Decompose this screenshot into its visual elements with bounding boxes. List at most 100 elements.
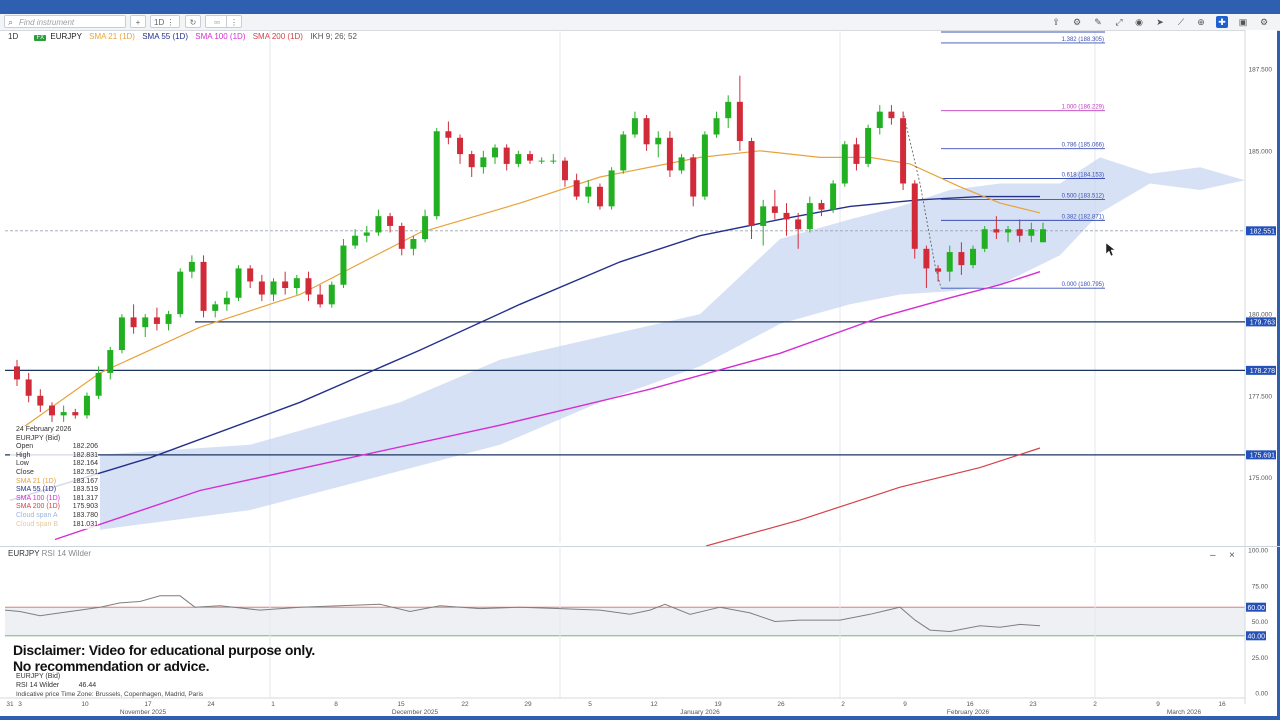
- x-day-tick: 22: [461, 701, 469, 708]
- candle: [958, 242, 965, 275]
- candle: [1016, 219, 1023, 243]
- info-label: SMA 21 (1D): [16, 477, 57, 485]
- candle: [736, 75, 743, 151]
- candle-body: [387, 216, 394, 226]
- more-icon: ⋮: [230, 18, 238, 27]
- candle: [492, 144, 499, 164]
- minimize-icon[interactable]: –: [1210, 550, 1216, 561]
- candle-body: [841, 144, 848, 184]
- candle-body: [935, 268, 942, 272]
- eye-icon[interactable]: ◉: [1135, 17, 1143, 27]
- candle-body: [118, 317, 125, 351]
- candle-body: [25, 379, 32, 396]
- legend-symbol[interactable]: EURJPY: [50, 32, 82, 41]
- x-day-tick: 29: [524, 701, 532, 708]
- candle-body: [760, 206, 767, 226]
- legend-sma21[interactable]: SMA 21 (1D): [89, 32, 135, 41]
- rsi-info-value: 46.44: [78, 682, 97, 689]
- legend-sma100[interactable]: SMA 100 (1D): [195, 32, 246, 41]
- x-month-label: January 2026: [680, 709, 720, 716]
- x-day-tick: 31: [6, 701, 14, 708]
- candle: [771, 190, 778, 220]
- candle-body: [352, 235, 359, 246]
- more-button[interactable]: ⋮: [226, 15, 242, 28]
- rsi-level-label: 40.00: [1247, 634, 1265, 641]
- candle: [398, 222, 405, 256]
- draw-icon[interactable]: ✎: [1094, 17, 1102, 27]
- fib-level-label: 0.786 (185.066): [1062, 143, 1104, 149]
- indicators-icon[interactable]: ⚙: [1072, 17, 1082, 27]
- rsi-band: [5, 607, 1245, 636]
- candle-body: [550, 160, 557, 162]
- candle-body: [282, 281, 289, 288]
- fx-badge: FX: [34, 35, 47, 41]
- rsi-y-tick-label: 25.00: [1252, 655, 1269, 662]
- legend-timeframe: 1D: [8, 32, 19, 41]
- search-icon: ⌕: [8, 17, 14, 27]
- settings-icon[interactable]: ⚙: [1259, 17, 1269, 27]
- candle-body: [596, 186, 603, 207]
- candle-body: [14, 366, 20, 380]
- share-icon[interactable]: ⇪: [1052, 17, 1060, 27]
- candle-body: [900, 118, 907, 184]
- x-day-tick: 5: [588, 701, 592, 708]
- fib-level-label: 1.382 (188.305): [1062, 37, 1104, 43]
- y-tick-label: 177.500: [1249, 393, 1273, 400]
- candle-body: [608, 170, 615, 207]
- add-instrument-button[interactable]: +: [130, 15, 146, 28]
- x-day-tick: 16: [966, 701, 974, 708]
- legend-sma200[interactable]: SMA 200 (1D): [252, 32, 303, 41]
- candle-body: [865, 127, 872, 164]
- candle-body: [631, 118, 638, 135]
- candle-body: [853, 144, 860, 164]
- candle: [1040, 222, 1046, 243]
- x-day-tick: 3: [18, 701, 22, 708]
- legend-ichimoku[interactable]: IKH 9; 26; 52: [310, 32, 357, 41]
- candle: [200, 255, 207, 318]
- last-price-label-bg: [1246, 226, 1276, 236]
- timezone-note: Indicative price Time Zone: Brussels, Co…: [16, 691, 204, 698]
- candle-body: [643, 118, 650, 145]
- close-icon[interactable]: ×: [1229, 550, 1235, 561]
- expand-icon[interactable]: ⤢: [1115, 17, 1123, 27]
- info-row: SMA 200 (1D) 175.903: [10, 503, 98, 512]
- candle: [25, 372, 32, 403]
- cursor-icon[interactable]: ➤: [1156, 17, 1164, 27]
- candle: [748, 137, 755, 240]
- rsi-y-tick-label: 75.00: [1252, 583, 1269, 590]
- candle-body: [130, 317, 137, 328]
- rsi-level-label-bg: [1246, 602, 1266, 612]
- candle-body: [95, 372, 102, 396]
- info-value: 182.164: [72, 460, 98, 468]
- candle: [130, 304, 137, 334]
- candle-body: [270, 281, 277, 295]
- legend-sma55[interactable]: SMA 55 (1D): [142, 32, 188, 41]
- fib-level-label: 0.382 (182.871): [1062, 214, 1104, 220]
- price-chart[interactable]: 179.763 178.278 175.691 1.382 (188.305) 1.00…: [0, 30, 1280, 546]
- trend-icon[interactable]: ⟋: [1177, 17, 1185, 27]
- candle: [713, 111, 720, 138]
- candle: [911, 180, 918, 259]
- timeframe-button[interactable]: 1D ⋮: [150, 15, 180, 28]
- rsi-chart[interactable]: 60.00 40.00 100.00 75.00 50.00 25.00 0.00 31 3 10…: [0, 546, 1280, 716]
- rsi-y-tick-label: 50.00: [1252, 619, 1269, 626]
- zoom-icon[interactable]: ⊕: [1197, 17, 1205, 27]
- search-input[interactable]: ⌕ Find instrument: [4, 15, 126, 28]
- candle: [387, 212, 394, 233]
- candle: [305, 271, 312, 302]
- crosshair-icon[interactable]: ✚: [1216, 16, 1228, 28]
- candle-body: [655, 137, 662, 145]
- candle-body: [958, 252, 965, 266]
- candle: [561, 157, 568, 187]
- candle: [282, 271, 289, 295]
- y-tick-label: 175.000: [1249, 475, 1273, 482]
- info-value: 183.780: [72, 511, 98, 519]
- candle: [678, 154, 685, 174]
- candle-body: [993, 229, 1000, 233]
- rsi-indicator-name: RSI 14 Wilder: [41, 549, 92, 558]
- candle: [818, 199, 825, 217]
- candle-body: [515, 154, 522, 164]
- camera-icon[interactable]: ▣: [1238, 17, 1248, 27]
- refresh-button[interactable]: ↻: [185, 15, 201, 28]
- mouse-cursor-icon: [1105, 242, 1116, 257]
